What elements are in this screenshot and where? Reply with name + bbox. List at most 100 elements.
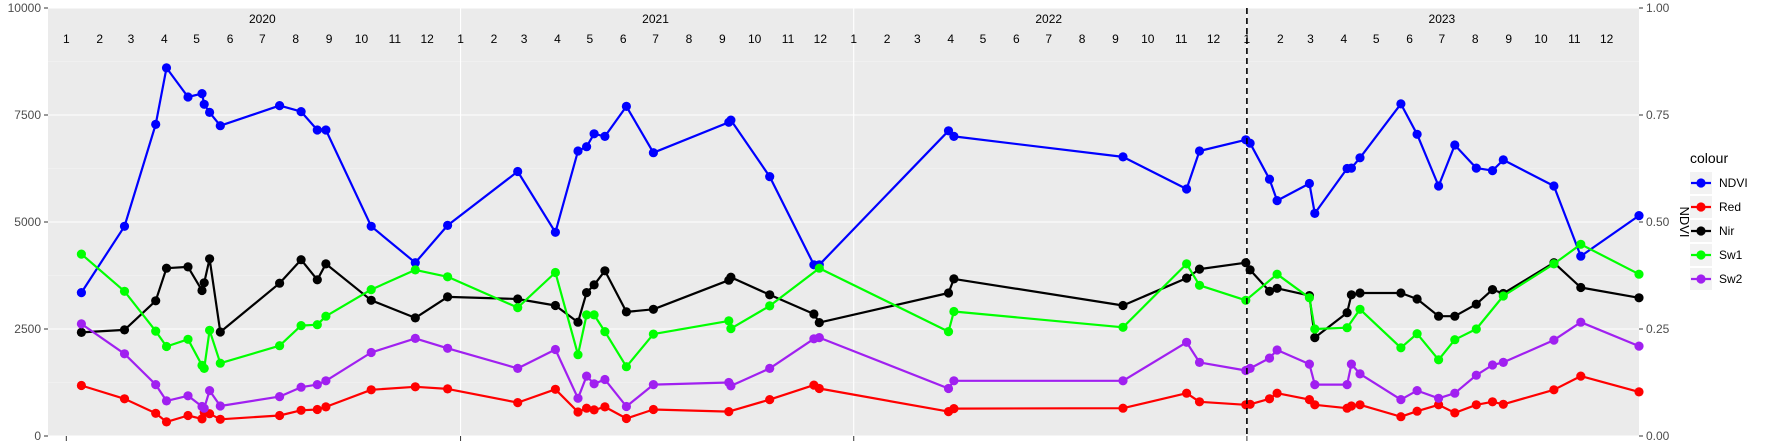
data-point	[1245, 363, 1255, 373]
data-point	[1471, 299, 1481, 309]
data-point	[949, 306, 959, 317]
month-label: 4	[947, 32, 954, 46]
month-label: 7	[1045, 32, 1052, 46]
year-label: 2021	[642, 12, 669, 26]
data-point	[1396, 395, 1406, 405]
data-point	[1241, 258, 1251, 268]
data-point	[1434, 393, 1444, 403]
month-label: 6	[1013, 32, 1020, 46]
month-label: 1	[850, 32, 857, 46]
data-point	[573, 393, 583, 403]
legend-label: Sw1	[1719, 248, 1743, 262]
month-label: 2	[1277, 32, 1284, 46]
month-label: 12	[1207, 32, 1221, 46]
data-point	[600, 131, 610, 141]
data-point	[1182, 184, 1192, 194]
data-point	[119, 325, 130, 335]
data-point	[621, 307, 632, 317]
data-point	[119, 349, 130, 359]
data-point	[1272, 345, 1282, 355]
data-point	[765, 301, 775, 311]
month-label: 1	[457, 32, 464, 46]
data-point	[1634, 387, 1644, 397]
data-point	[1634, 269, 1644, 279]
data-point	[410, 265, 420, 275]
data-point	[621, 413, 632, 424]
y-tick-label: 0	[34, 429, 41, 442]
data-point	[1310, 400, 1320, 410]
data-point	[197, 89, 207, 99]
data-point	[1304, 359, 1314, 369]
data-point	[513, 398, 523, 408]
data-point	[76, 249, 86, 259]
data-point	[151, 326, 161, 336]
series-sw2	[76, 317, 1644, 413]
data-point	[1310, 333, 1320, 343]
month-label: 3	[914, 32, 921, 46]
data-point	[1264, 286, 1275, 296]
legend-label: Red	[1719, 200, 1741, 214]
month-label: 2	[884, 32, 891, 46]
data-point	[949, 376, 959, 386]
month-label: 10	[748, 32, 762, 46]
data-point	[1272, 269, 1282, 279]
data-point	[312, 404, 322, 415]
data-point	[1355, 369, 1365, 379]
data-point	[1264, 353, 1275, 363]
legend-key-point	[1696, 274, 1706, 284]
data-point	[1471, 400, 1481, 410]
data-point	[1498, 291, 1508, 301]
data-point	[589, 129, 599, 139]
data-point	[1396, 343, 1406, 353]
data-point	[1272, 283, 1282, 293]
data-point	[1498, 399, 1508, 409]
data-point	[1118, 300, 1128, 311]
data-point	[1434, 311, 1444, 321]
data-point	[1549, 181, 1559, 191]
data-point	[215, 401, 225, 411]
month-label: 12	[1600, 32, 1614, 46]
data-point	[1346, 401, 1356, 411]
data-point	[161, 263, 172, 273]
data-point	[1549, 259, 1559, 269]
data-point	[1487, 360, 1498, 370]
data-point	[1487, 397, 1498, 407]
data-point	[1634, 341, 1644, 351]
data-point	[809, 309, 819, 319]
data-point	[1412, 329, 1422, 339]
data-point	[1396, 412, 1406, 422]
legend-item-red: Red	[1690, 196, 1741, 218]
data-point	[513, 166, 523, 177]
data-point	[1576, 239, 1586, 249]
data-point	[1355, 153, 1365, 163]
data-point	[1549, 335, 1559, 345]
y-tick-label: 7500	[14, 108, 41, 122]
data-point	[151, 380, 161, 390]
data-point	[151, 296, 161, 306]
data-point	[199, 403, 209, 413]
legend-key-point	[1696, 226, 1706, 236]
data-point	[215, 358, 225, 368]
month-label: 1	[63, 32, 70, 46]
data-point	[197, 285, 207, 296]
y-tick-label: 10000	[8, 1, 42, 15]
data-point	[573, 407, 583, 417]
data-point	[1576, 251, 1586, 261]
data-point	[119, 286, 130, 296]
month-label: 3	[128, 32, 135, 46]
data-point	[366, 347, 376, 358]
month-label: 9	[1505, 32, 1512, 46]
data-point	[312, 320, 322, 330]
data-point	[1576, 282, 1586, 293]
y2-tick-label: 0.50	[1646, 215, 1670, 229]
data-point	[513, 363, 523, 373]
data-point	[1576, 371, 1586, 381]
legend-label: Sw2	[1719, 272, 1743, 286]
data-point	[1412, 406, 1422, 416]
year-label: 2020	[249, 12, 276, 26]
data-point	[296, 382, 306, 392]
data-point	[1471, 370, 1481, 380]
data-point	[1450, 335, 1460, 345]
data-point	[205, 107, 215, 117]
